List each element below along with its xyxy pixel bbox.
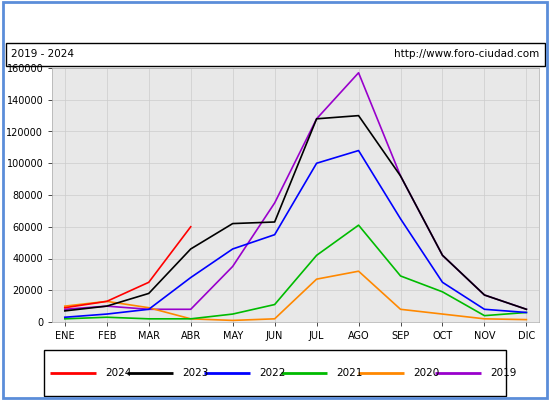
Text: 2021: 2021 xyxy=(337,368,363,378)
Text: Evolucion Nº Turistas Extranjeros en el municipio de Lloret de Mar: Evolucion Nº Turistas Extranjeros en el … xyxy=(55,14,495,28)
Text: 2020: 2020 xyxy=(414,368,440,378)
Text: 2022: 2022 xyxy=(260,368,286,378)
Text: 2019 - 2024: 2019 - 2024 xyxy=(11,49,74,59)
Text: 2019: 2019 xyxy=(491,368,517,378)
Text: http://www.foro-ciudad.com: http://www.foro-ciudad.com xyxy=(394,49,539,59)
Text: 2023: 2023 xyxy=(183,368,209,378)
Text: 2024: 2024 xyxy=(106,368,132,378)
